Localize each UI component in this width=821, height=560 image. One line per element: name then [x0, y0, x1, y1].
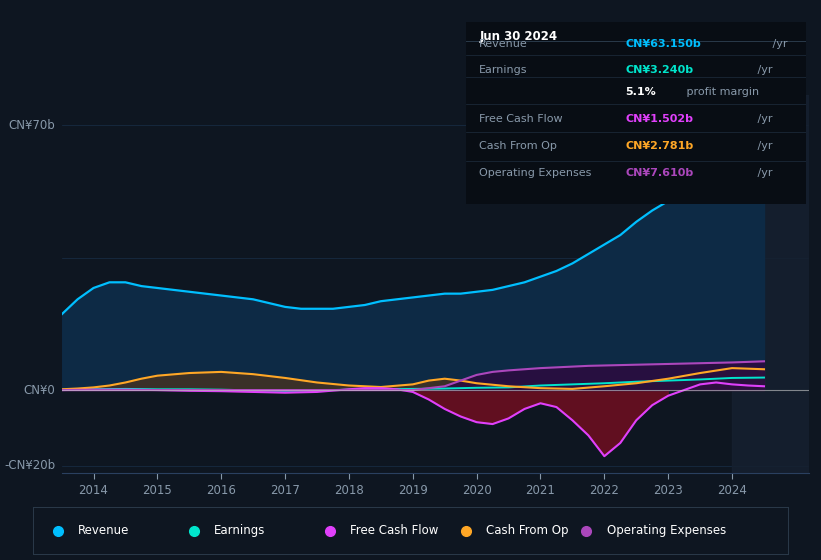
Text: Revenue: Revenue — [78, 524, 130, 537]
Text: Free Cash Flow: Free Cash Flow — [479, 114, 562, 124]
Text: Cash From Op: Cash From Op — [486, 524, 568, 537]
Text: Cash From Op: Cash From Op — [479, 141, 557, 151]
Text: CN¥3.240b: CN¥3.240b — [626, 65, 694, 74]
Text: Revenue: Revenue — [479, 39, 528, 49]
Text: Jun 30 2024: Jun 30 2024 — [479, 30, 557, 43]
Text: Earnings: Earnings — [214, 524, 265, 537]
Text: Operating Expenses: Operating Expenses — [479, 169, 591, 179]
Text: -CN¥20b: -CN¥20b — [4, 459, 56, 472]
Text: Operating Expenses: Operating Expenses — [607, 524, 726, 537]
Text: CN¥7.610b: CN¥7.610b — [626, 169, 694, 179]
Text: CN¥70b: CN¥70b — [9, 119, 56, 132]
Text: profit margin: profit margin — [683, 87, 759, 96]
Text: CN¥63.150b: CN¥63.150b — [626, 39, 701, 49]
Text: CN¥0: CN¥0 — [24, 384, 56, 396]
Text: /yr: /yr — [754, 114, 773, 124]
Text: 5.1%: 5.1% — [626, 87, 657, 96]
Text: /yr: /yr — [754, 65, 773, 74]
Text: CN¥2.781b: CN¥2.781b — [626, 141, 694, 151]
Bar — [732, 95, 809, 473]
Text: Earnings: Earnings — [479, 65, 528, 74]
Text: /yr: /yr — [754, 141, 773, 151]
Text: /yr: /yr — [754, 169, 773, 179]
Text: /yr: /yr — [768, 39, 787, 49]
Text: Free Cash Flow: Free Cash Flow — [350, 524, 438, 537]
Text: CN¥1.502b: CN¥1.502b — [626, 114, 694, 124]
